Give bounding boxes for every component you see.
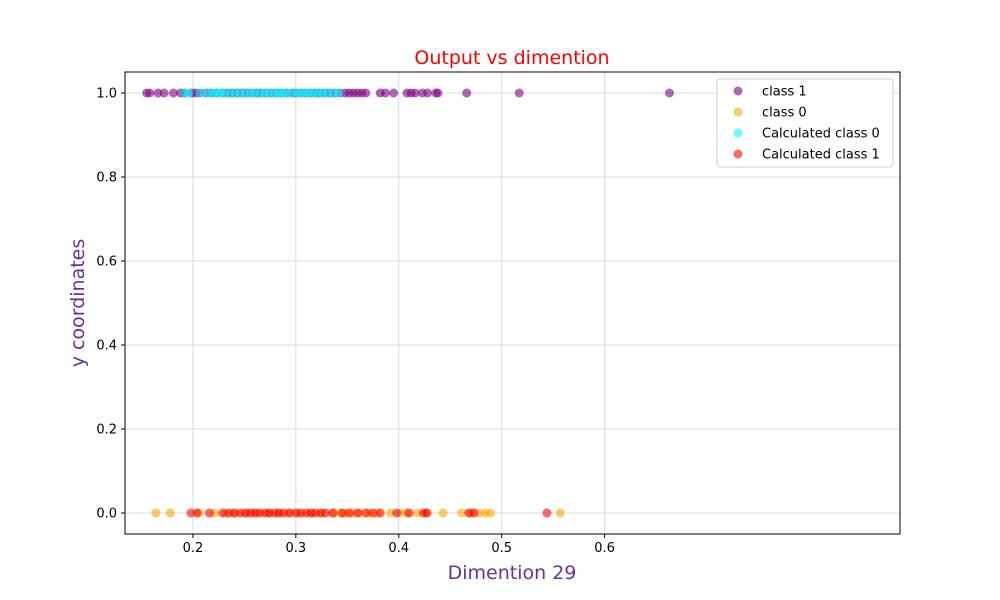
data-point xyxy=(438,508,448,518)
y-axis-ticks: 0.0 0.2 0.4 0.6 0.8 1.0 xyxy=(96,87,125,522)
y-axis-label: y coordinates xyxy=(67,239,89,368)
plot-frame xyxy=(124,71,901,535)
data-point xyxy=(321,508,331,518)
data-point xyxy=(375,508,385,518)
data-point xyxy=(285,508,295,518)
data-point xyxy=(433,88,443,98)
data-point xyxy=(159,88,169,98)
data-point xyxy=(469,508,479,518)
data-point xyxy=(186,508,196,518)
data-point xyxy=(165,508,175,518)
data-point xyxy=(204,508,214,518)
data-point xyxy=(423,88,433,98)
data-point xyxy=(380,88,390,98)
data-point xyxy=(542,508,552,518)
data-point xyxy=(229,508,239,518)
data-point xyxy=(386,508,396,518)
data-point xyxy=(410,88,420,98)
data-point xyxy=(368,508,378,518)
legend: class 1 class 0 Calculated class 0 Calculat… xyxy=(716,78,894,168)
data-point xyxy=(323,88,333,98)
x-tick-label: 0.3 xyxy=(286,541,307,556)
legend-marker xyxy=(733,86,743,96)
data-point xyxy=(337,508,347,518)
data-point xyxy=(422,508,432,518)
x-tick-label: 0.2 xyxy=(183,541,204,556)
series-3 xyxy=(180,88,344,98)
legend-marker xyxy=(733,149,743,159)
legend-box xyxy=(716,78,894,168)
data-point xyxy=(389,88,399,98)
data-point xyxy=(278,508,288,518)
y-tick-label: 1.0 xyxy=(96,87,117,102)
x-tick-label: 0.5 xyxy=(491,541,512,556)
y-tick-label: 0.8 xyxy=(96,171,117,186)
data-point xyxy=(153,88,163,98)
legend-label: Calculated class 1 xyxy=(762,148,880,163)
data-point xyxy=(392,508,402,518)
y-tick-label: 0.2 xyxy=(96,423,117,438)
data-point xyxy=(404,508,414,518)
data-point xyxy=(555,508,565,518)
y-tick-label: 0.4 xyxy=(96,339,117,354)
data-point xyxy=(192,508,202,518)
x-axis-label: Dimention 29 xyxy=(448,562,577,584)
legend-label: class 0 xyxy=(762,106,807,121)
data-point xyxy=(151,508,161,518)
data-point xyxy=(344,508,354,518)
data-point xyxy=(514,88,524,98)
data-point xyxy=(145,88,155,98)
chart-title: Output vs dimention xyxy=(414,47,609,69)
data-point xyxy=(184,88,194,98)
legend-label: class 1 xyxy=(762,85,807,100)
legend-label: Calculated class 0 xyxy=(762,127,880,142)
data-point xyxy=(328,508,338,518)
data-point xyxy=(485,508,495,518)
data-point xyxy=(334,88,344,98)
x-tick-label: 0.6 xyxy=(594,541,615,556)
data-point xyxy=(462,88,472,98)
data-point xyxy=(361,88,371,98)
data-point xyxy=(195,88,205,98)
data-point xyxy=(218,508,228,518)
x-tick-label: 0.4 xyxy=(388,541,409,556)
data-point xyxy=(664,88,674,98)
legend-marker xyxy=(733,107,743,117)
data-point xyxy=(353,508,363,518)
data-point xyxy=(457,508,467,518)
data-point xyxy=(168,88,178,98)
x-axis-ticks: 0.2 0.3 0.4 0.5 0.6 xyxy=(183,534,615,556)
data-points xyxy=(142,88,674,518)
data-point xyxy=(412,508,422,518)
series-4 xyxy=(186,508,552,518)
data-point xyxy=(361,508,371,518)
legend-marker xyxy=(733,128,743,138)
y-tick-label: 0.6 xyxy=(96,255,117,270)
y-tick-label: 0.0 xyxy=(96,507,117,522)
